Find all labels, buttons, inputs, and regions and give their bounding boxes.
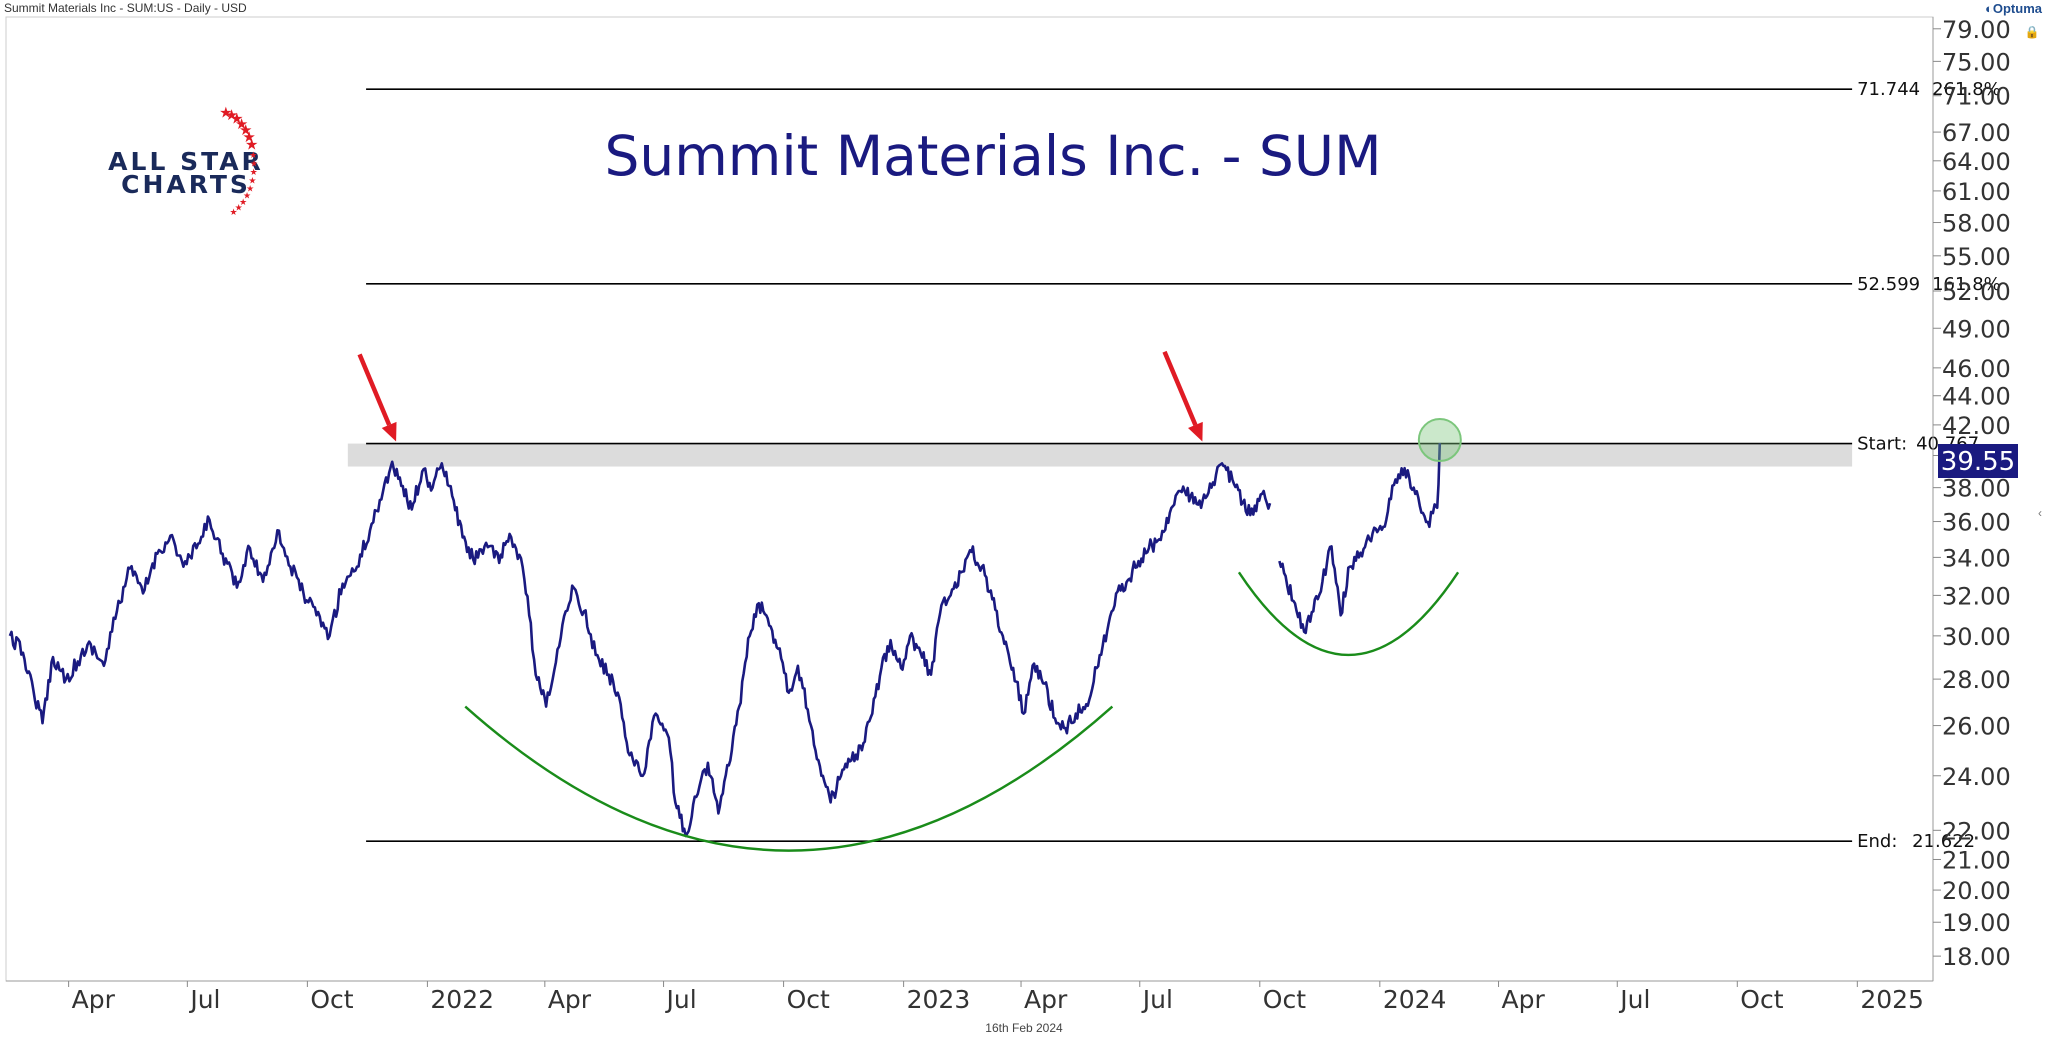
- y-tick-label-14: 38.00: [1942, 475, 2011, 503]
- y-tick-label-23: 21.00: [1942, 846, 2011, 874]
- y-tick-label-24: 20.00: [1942, 877, 2011, 905]
- logo-star-icon-6: ★: [245, 136, 258, 154]
- logo-star-icon-10: ★: [248, 176, 256, 186]
- y-tick-label-5: 61.00: [1942, 178, 2011, 206]
- optuma-logo-icon: ◐: [1985, 1, 1993, 16]
- x-tick-label-7: 2023: [907, 985, 971, 1014]
- y-tick-label-15: 36.00: [1942, 509, 2011, 537]
- y-tick-label-25: 19.00: [1942, 909, 2011, 937]
- level-value-1: 52.599: [1857, 274, 1920, 295]
- y-tick-label-21: 24.00: [1942, 763, 2011, 791]
- symbol-info: Summit Materials Inc - SUM:US - Daily - …: [4, 1, 247, 15]
- x-axis: Apr Jul Oct 2022 Apr Jul Oct 2023 Apr Jul Oct 2024 A…: [68, 981, 1924, 1014]
- logo-star-icon-2: ★: [230, 110, 243, 128]
- arrow-shaft-1: [1162, 350, 1198, 426]
- x-tick-label-9: Jul: [1141, 985, 1173, 1014]
- x-tick-label-11: 2024: [1383, 985, 1447, 1014]
- x-tick-label-2: Oct: [310, 985, 353, 1014]
- x-tick-label-6: Oct: [787, 985, 830, 1014]
- logo-star-icon-14: ★: [235, 204, 243, 214]
- y-tick-label-26: 18.00: [1942, 943, 2011, 971]
- x-tick-label-0: Apr: [72, 985, 116, 1014]
- y-tick-label-8: 52.00: [1942, 278, 2011, 306]
- level-value-3: 21.622: [1912, 831, 1975, 852]
- logo-star-icon-9: ★: [250, 168, 258, 178]
- y-tick-label-6: 58.00: [1942, 210, 2011, 238]
- last-price-label: 39.55: [1938, 444, 2018, 478]
- x-tick-label-12: Apr: [1502, 985, 1546, 1014]
- logo-star-icon-3: ★: [235, 115, 248, 133]
- rounding-bottom-arcs: [464, 571, 1460, 852]
- x-tick-label-15: 2025: [1860, 985, 1924, 1014]
- x-tick-label-8: Apr: [1024, 985, 1068, 1014]
- y-tick-label-16: 34.00: [1942, 544, 2011, 572]
- plot-area: [5, 16, 1934, 982]
- y-tick-label-10: 46.00: [1942, 355, 2011, 383]
- optuma-brand-text: Optuma: [1992, 1, 2042, 16]
- logo-star-icon-7: ★: [249, 151, 257, 161]
- lock-icon[interactable]: 🔒: [2024, 25, 2040, 39]
- resistance-zone: [347, 443, 1853, 467]
- y-tick-label-2: 71.00: [1942, 83, 2011, 111]
- y-tick-label-7: 55.00: [1942, 243, 2011, 271]
- logo-line1: ALL STAR: [108, 147, 264, 176]
- last-price-value: 39.55: [1941, 447, 2015, 477]
- logo-stars: ★★★★★★★★★★★★★★★★: [219, 103, 258, 218]
- level-pct-0: 261.8%: [1932, 79, 2001, 100]
- collapse-panel-icon[interactable]: ‹: [2038, 506, 2042, 520]
- optuma-brand: ◐Optuma: [1985, 1, 2042, 16]
- logo-star-icon-13: ★: [239, 198, 247, 208]
- all-star-charts-logo: ALL STAR CHARTS ★★★★★★★★★★★★★★★★: [108, 103, 264, 218]
- last-price-bg: [1938, 444, 2018, 478]
- logo-star-icon-5: ★: [242, 128, 255, 146]
- level-tag-3: End:: [1857, 831, 1897, 852]
- level-pct-1: 161.8%: [1932, 274, 2001, 295]
- y-tick-label-20: 26.00: [1942, 713, 2011, 741]
- logo-star-icon-8: ★: [250, 159, 258, 169]
- logo-star-icon-1: ★: [225, 106, 238, 124]
- arrow-head-0: [381, 421, 397, 442]
- price-series-line: [8, 443, 1442, 838]
- x-tick-label-5: Jul: [665, 985, 697, 1014]
- y-tick-label-12: 42.00: [1942, 412, 2011, 440]
- x-tick-label-4: Apr: [548, 985, 592, 1014]
- y-tick-label-0: 79.00: [1942, 16, 2011, 44]
- arc-1: [1237, 571, 1460, 656]
- x-tick-label-10: Oct: [1263, 985, 1306, 1014]
- y-tick-label-17: 32.00: [1942, 582, 2011, 610]
- y-tick-label-11: 44.00: [1942, 383, 2011, 411]
- level-value-0: 71.744: [1857, 79, 1920, 100]
- fib-levels: 71.744261.8%52.599161.8%Start:40.767End:…: [366, 79, 2001, 852]
- footer-date: 16th Feb 2024: [985, 1021, 1063, 1035]
- y-tick-label-19: 28.00: [1942, 666, 2011, 694]
- x-tick-label-14: Oct: [1740, 985, 1783, 1014]
- breakout-circle: [1417, 418, 1462, 463]
- x-tick-label-1: Jul: [188, 985, 220, 1014]
- logo-star-icon-0: ★: [219, 103, 232, 121]
- x-tick-label-13: Jul: [1618, 985, 1650, 1014]
- arrow-head-1: [1188, 421, 1203, 442]
- arc-0: [464, 705, 1114, 852]
- logo-star-icon-12: ★: [243, 192, 251, 202]
- level-tag-2: Start:: [1857, 434, 1907, 455]
- chart-title: Summit Materials Inc. - SUM: [604, 124, 1381, 188]
- y-tick-label-9: 49.00: [1942, 315, 2011, 343]
- logo-star-icon-15: ★: [229, 208, 237, 218]
- resistance-arrows: [357, 350, 1203, 442]
- y-tick-label-3: 67.00: [1942, 119, 2011, 147]
- y-tick-label-22: 22.00: [1942, 817, 2011, 845]
- y-tick-label-18: 30.00: [1942, 623, 2011, 651]
- logo-star-icon-4: ★: [239, 121, 252, 139]
- logo-line2: CHARTS: [121, 170, 251, 199]
- arrow-shaft-0: [357, 353, 392, 426]
- y-tick-label-1: 75.00: [1942, 48, 2011, 76]
- y-tick-label-4: 64.00: [1942, 148, 2011, 176]
- logo-star-icon-11: ★: [246, 184, 254, 194]
- x-tick-label-3: 2022: [430, 985, 494, 1014]
